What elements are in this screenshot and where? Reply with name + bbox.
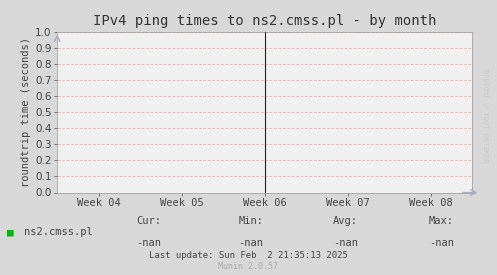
Text: Max:: Max: <box>429 216 454 226</box>
Text: -nan: -nan <box>333 238 358 248</box>
Text: -nan: -nan <box>137 238 162 248</box>
Text: -nan: -nan <box>429 238 454 248</box>
Y-axis label: roundtrip time (seconds): roundtrip time (seconds) <box>21 37 31 187</box>
Title: IPv4 ping times to ns2.cmss.pl - by month: IPv4 ping times to ns2.cmss.pl - by mont… <box>93 14 436 28</box>
Text: Munin 2.0.57: Munin 2.0.57 <box>219 262 278 271</box>
Text: ■: ■ <box>7 227 14 237</box>
Text: -nan: -nan <box>239 238 263 248</box>
Text: Cur:: Cur: <box>137 216 162 226</box>
Text: ns2.cmss.pl: ns2.cmss.pl <box>24 227 92 237</box>
Text: Min:: Min: <box>239 216 263 226</box>
Text: RRDTOOL / TOBI OETIKER: RRDTOOL / TOBI OETIKER <box>482 69 488 162</box>
Text: Last update: Sun Feb  2 21:35:13 2025: Last update: Sun Feb 2 21:35:13 2025 <box>149 251 348 260</box>
Text: Avg:: Avg: <box>333 216 358 226</box>
